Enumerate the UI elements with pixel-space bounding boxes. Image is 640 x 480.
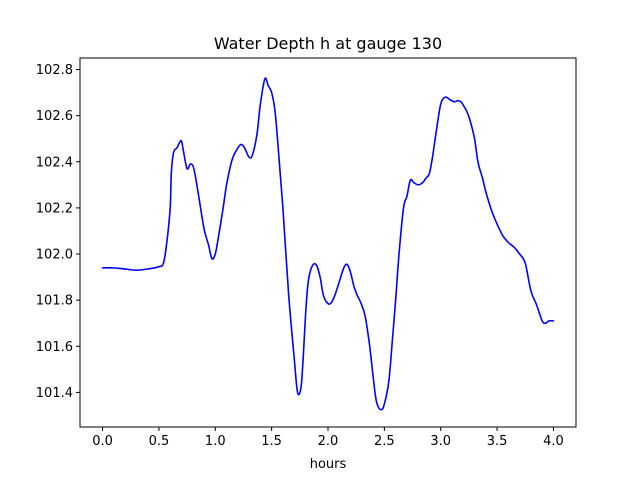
plot-frame — [79, 57, 577, 428]
x-tick-label: 0.0 — [92, 434, 113, 449]
x-tick-label: 4.0 — [543, 434, 564, 449]
y-tick-label: 102.0 — [36, 248, 73, 263]
axes-layer: 0.0 0.5 1.0 1.5 2.0 2.5 3.0 3.5 4.0 101.4 101.6 101… — [36, 63, 564, 449]
x-tick-label: 0.5 — [149, 434, 170, 449]
x-tick-label: 3.5 — [487, 434, 508, 449]
y-tick-label: 101.4 — [36, 386, 73, 401]
y-tick-label: 101.6 — [36, 340, 73, 355]
series-line-0 — [101, 77, 555, 411]
x-tick-label: 1.0 — [205, 434, 226, 449]
plot-area — [80, 58, 576, 427]
x-tick-label: 2.5 — [374, 434, 395, 449]
y-tick-label: 102.6 — [36, 109, 73, 124]
x-axis-label: hours — [310, 457, 347, 472]
y-tick-label: 102.4 — [36, 155, 73, 170]
y-tick-label: 102.2 — [36, 201, 73, 216]
x-tick-label: 1.5 — [261, 434, 282, 449]
series-layer — [101, 77, 555, 411]
chart-title: Water Depth h at gauge 130 — [214, 34, 442, 53]
x-tick-label: 3.0 — [430, 434, 451, 449]
y-tick-label: 101.8 — [36, 294, 73, 309]
y-tick-label: 102.8 — [36, 63, 73, 78]
x-tick-label: 2.0 — [318, 434, 339, 449]
